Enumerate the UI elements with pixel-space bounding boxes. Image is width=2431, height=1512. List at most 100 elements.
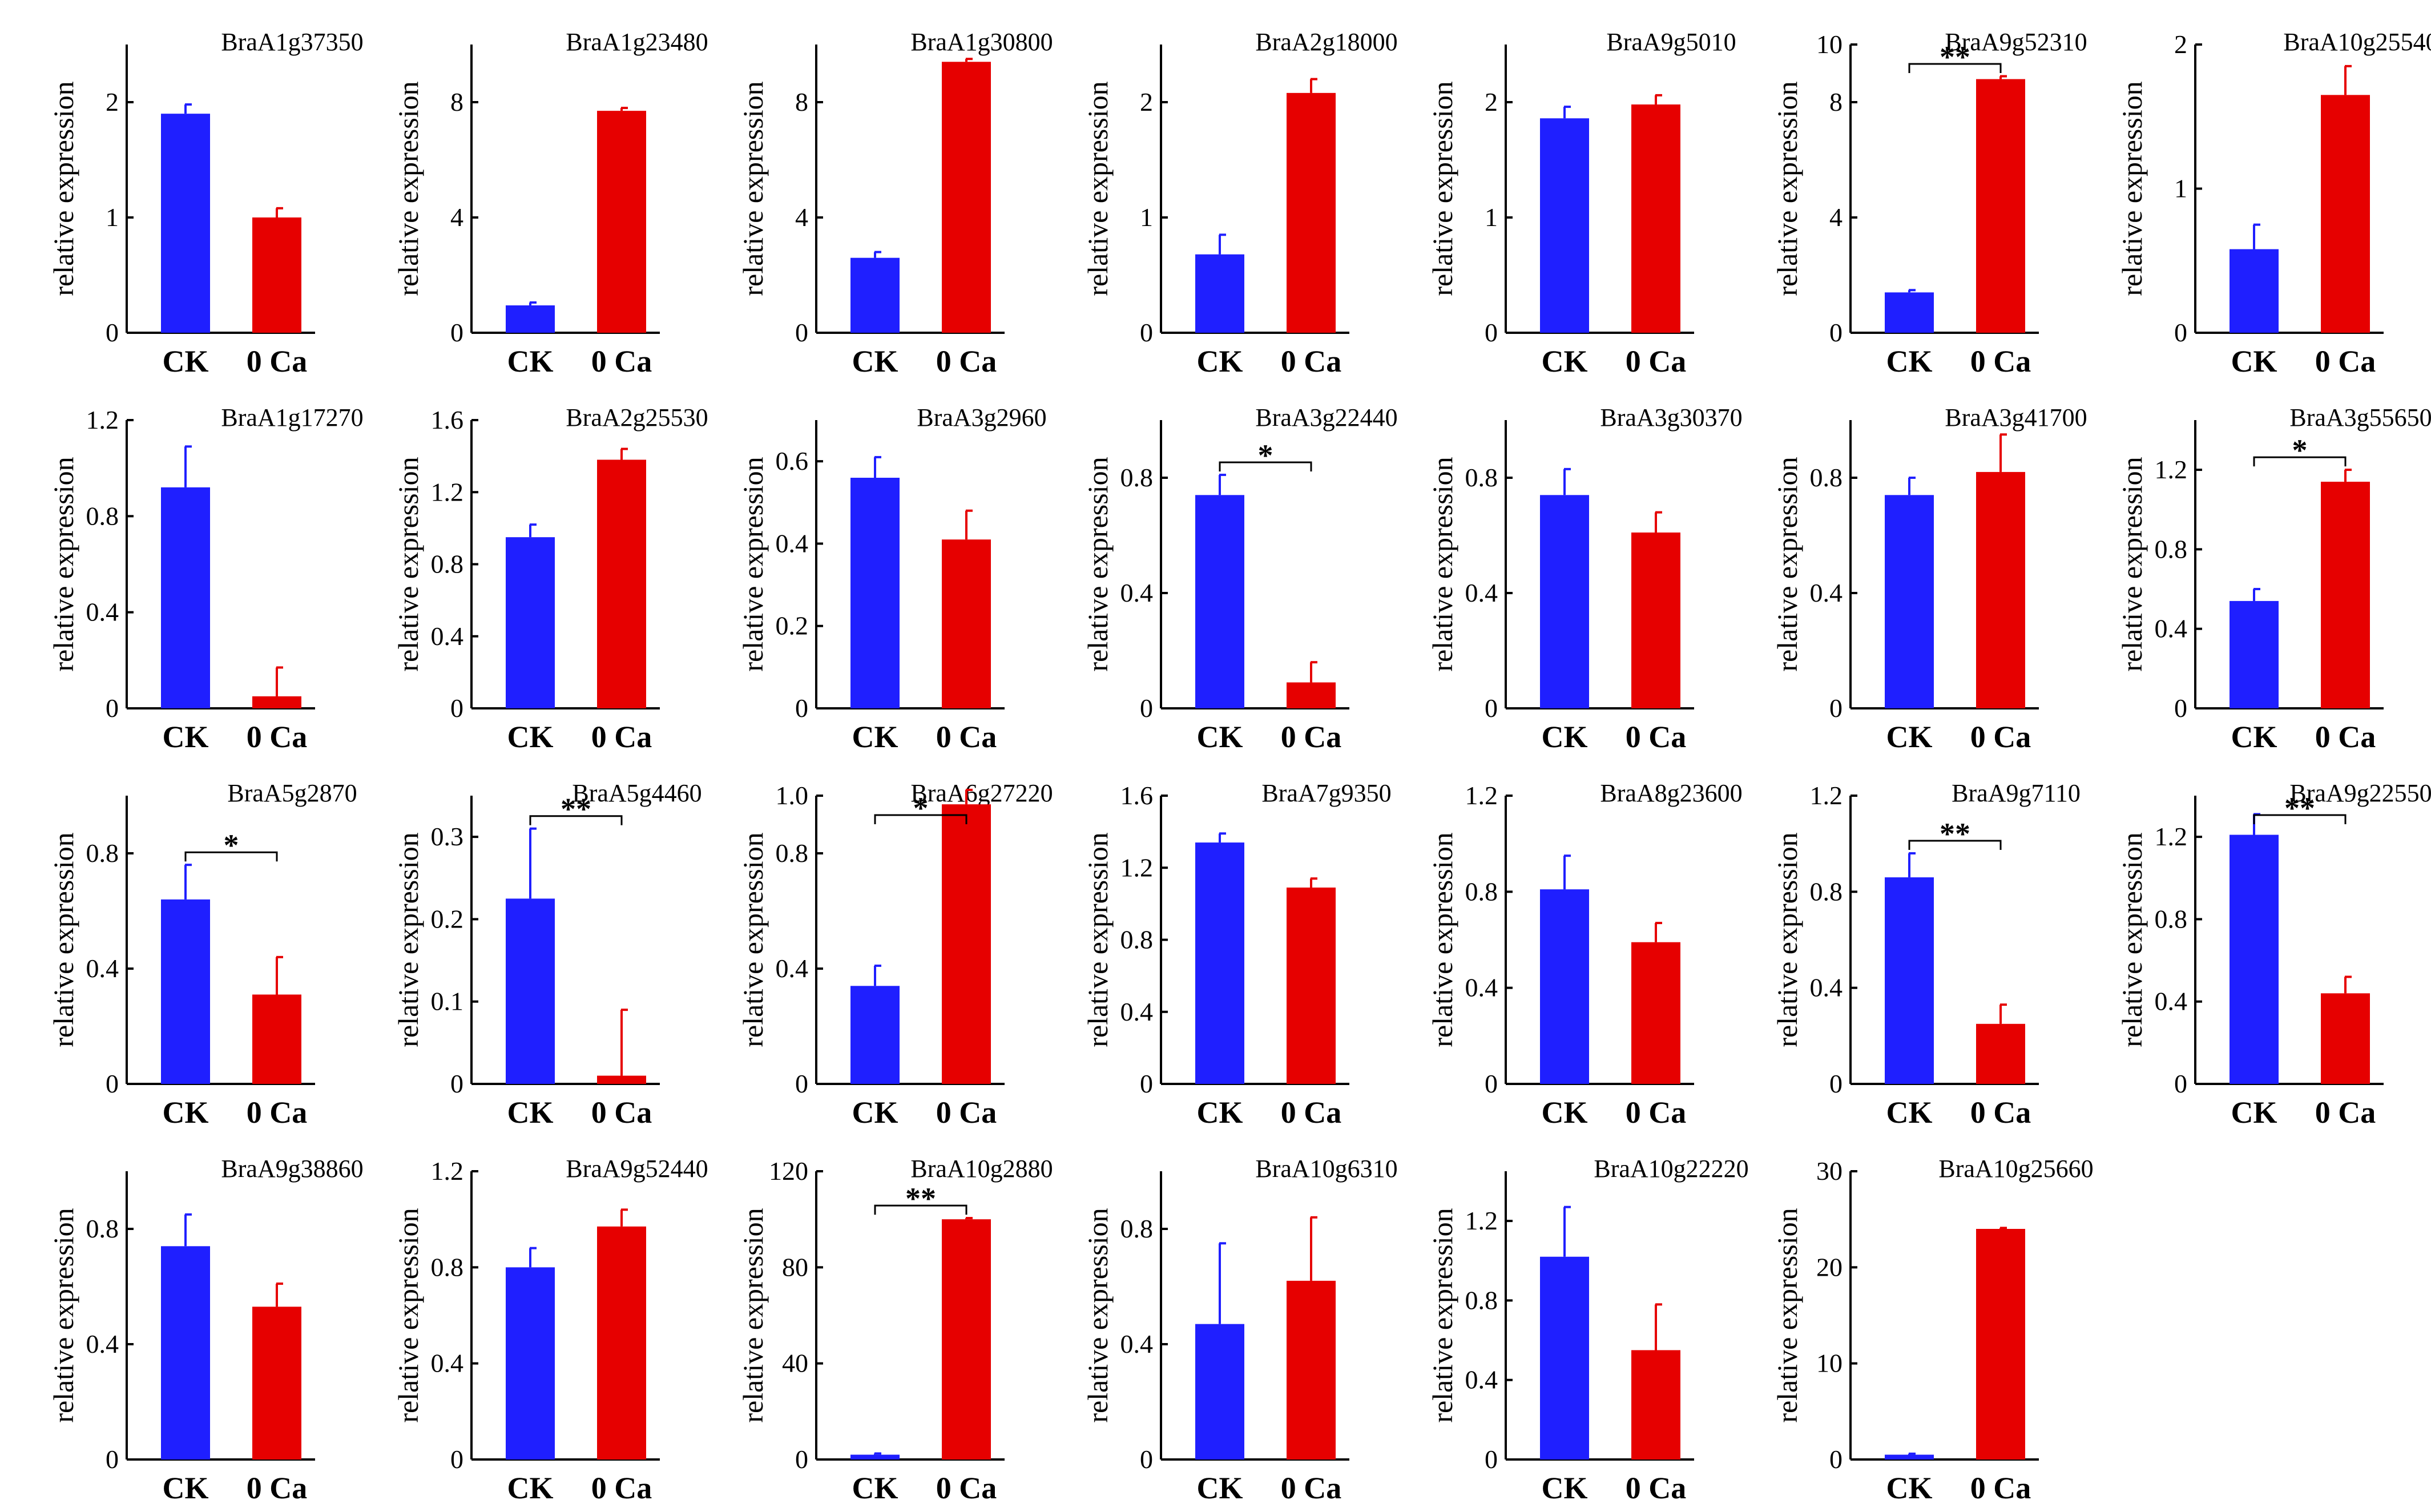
y-axis-label: relative expression	[1771, 832, 1803, 1047]
x-category-label: CK	[1886, 344, 1933, 378]
bar-ck	[1885, 292, 1934, 333]
chart-title: BraA9g22550	[2289, 779, 2431, 807]
bar-ck	[1195, 842, 1244, 1084]
y-axis-label: relative expression	[737, 457, 769, 671]
y-tick-label: 80	[782, 1252, 808, 1281]
x-category-label: CK	[163, 720, 209, 754]
bar-ck	[506, 305, 555, 333]
chart-title: BraA10g25540	[2283, 28, 2431, 56]
x-category-label: CK	[1542, 1095, 1588, 1130]
chart-title: BraA10g22220	[1594, 1155, 1748, 1183]
bar-0ca	[1287, 1280, 1336, 1459]
y-tick-label: 0.8	[1120, 1214, 1154, 1243]
y-tick-label: 0	[1140, 1445, 1153, 1474]
y-axis-label: relative expression	[392, 832, 424, 1047]
bar-0ca	[1287, 682, 1336, 708]
chart-title: BraA9g7110	[1952, 779, 2081, 807]
significance-label: **	[905, 1182, 936, 1216]
y-axis-label: relative expression	[47, 1208, 79, 1422]
y-tick-label: 0.4	[2155, 987, 2188, 1016]
x-category-label: 0 Ca	[1970, 720, 2031, 754]
y-tick-label: 0	[1140, 318, 1153, 347]
x-category-label: CK	[2231, 1095, 2277, 1130]
bar-0ca	[1631, 1350, 1680, 1459]
y-axis-label: relative expression	[2116, 832, 2148, 1047]
chart-panel: BraA1g37350 relative expression 0 1 2 CK 0 Ca	[47, 28, 364, 378]
significance-label: **	[2284, 791, 2315, 825]
chart-title: BraA10g25660	[1938, 1155, 2093, 1183]
y-tick-label: 8	[450, 87, 463, 116]
bar-ck	[1885, 1454, 1934, 1459]
chart-title: BraA9g38860	[221, 1155, 363, 1183]
bar-ck	[161, 899, 210, 1084]
chart-title: BraA10g2880	[910, 1155, 1053, 1183]
y-tick-label: 0.4	[1465, 1365, 1498, 1394]
chart-title: BraA10g6310	[1255, 1155, 1397, 1183]
x-category-label: 0 Ca	[247, 1095, 308, 1130]
chart-title: BraA8g23600	[1600, 779, 1742, 807]
significance-bracket	[1219, 461, 1312, 471]
y-tick-label: 0.4	[431, 622, 464, 651]
chart-panel: BraA9g22550 relative expression 0 0.4 0.8 1.2…	[2116, 779, 2431, 1130]
chart-title: BraA2g18000	[1255, 28, 1397, 56]
x-category-label: 0 Ca	[936, 720, 997, 754]
y-tick-label: 0	[1485, 318, 1498, 347]
y-tick-label: 1.2	[1465, 1206, 1498, 1235]
y-axis-label: relative expression	[47, 457, 79, 671]
bar-0ca	[942, 804, 991, 1084]
bar-ck	[506, 537, 555, 708]
bar-0ca	[1631, 104, 1680, 333]
y-tick-label: 0.4	[1810, 578, 1843, 607]
bar-0ca	[252, 217, 301, 333]
x-category-label: 0 Ca	[591, 1095, 652, 1130]
chart-panel: BraA6g27220 relative expression 0 0.4 0.8 1.0…	[737, 779, 1053, 1130]
x-category-label: 0 Ca	[1970, 1471, 2031, 1505]
chart-panel: BraA10g6310 relative expression 0 0.4 0.8 CK 0…	[1082, 1155, 1398, 1505]
y-axis-label: relative expression	[1771, 457, 1803, 671]
y-axis-label: relative expression	[47, 81, 79, 296]
chart-panel: BraA3g41700 relative expression 0 0.4 0.8 CK 0…	[1771, 404, 2087, 754]
x-category-label: CK	[1542, 720, 1588, 754]
bar-0ca	[2321, 481, 2370, 708]
bar-ck	[2230, 600, 2279, 708]
significance-bracket	[874, 814, 967, 824]
y-tick-label: 40	[782, 1349, 808, 1378]
chart-panel: BraA9g5010 relative expression 0 1 2 CK 0 Ca	[1426, 28, 1736, 378]
x-category-label: CK	[507, 1471, 554, 1505]
bar-0ca	[1631, 532, 1680, 708]
x-category-label: CK	[1197, 720, 1243, 754]
y-tick-label: 0.8	[86, 1214, 119, 1243]
bar-ck	[850, 478, 900, 708]
y-tick-label: 0	[1829, 1069, 1843, 1098]
x-category-label: CK	[1197, 1095, 1243, 1130]
y-tick-label: 8	[795, 87, 808, 116]
x-category-label: CK	[852, 1095, 898, 1130]
y-tick-label: 4	[1829, 203, 1843, 232]
chart-title: BraA5g4460	[572, 779, 702, 807]
x-category-label: CK	[163, 1471, 209, 1505]
y-axis-label: relative expression	[392, 1208, 424, 1422]
chart-title: BraA1g37350	[221, 28, 363, 56]
y-tick-label: 0.8	[431, 550, 464, 579]
y-tick-label: 2	[1485, 87, 1498, 116]
chart-panel: BraA5g4460 relative expression 0 0.1 0.2 0.3 C…	[392, 779, 702, 1130]
y-axis-label: relative expression	[392, 457, 424, 671]
y-tick-label: 0	[106, 1445, 119, 1474]
bar-ck	[1540, 1256, 1589, 1459]
bar-0ca	[1287, 92, 1336, 333]
chart-panel: BraA2g25530 relative expression 0 0.4 0.8 1.2…	[392, 404, 708, 754]
y-tick-label: 0	[795, 1445, 808, 1474]
significance-label: **	[561, 792, 591, 826]
bar-0ca	[1976, 1229, 2025, 1459]
bar-ck	[850, 257, 900, 333]
chart-panel: BraA9g52310 relative expression 0 4 8 10 CK 0 C…	[1771, 28, 2087, 378]
y-axis-label: relative expression	[1771, 81, 1803, 296]
y-axis-label: relative expression	[1082, 1208, 1114, 1422]
y-tick-label: 0.8	[1810, 877, 1843, 906]
y-tick-label: 0.8	[431, 1252, 464, 1281]
y-tick-label: 1.2	[1810, 781, 1843, 810]
significance-label: *	[224, 828, 239, 862]
chart-panel: BraA1g30800 relative expression 0 4 8 CK 0 Ca	[737, 28, 1053, 378]
bar-ck	[1195, 254, 1244, 333]
bar-ck	[1540, 118, 1589, 333]
